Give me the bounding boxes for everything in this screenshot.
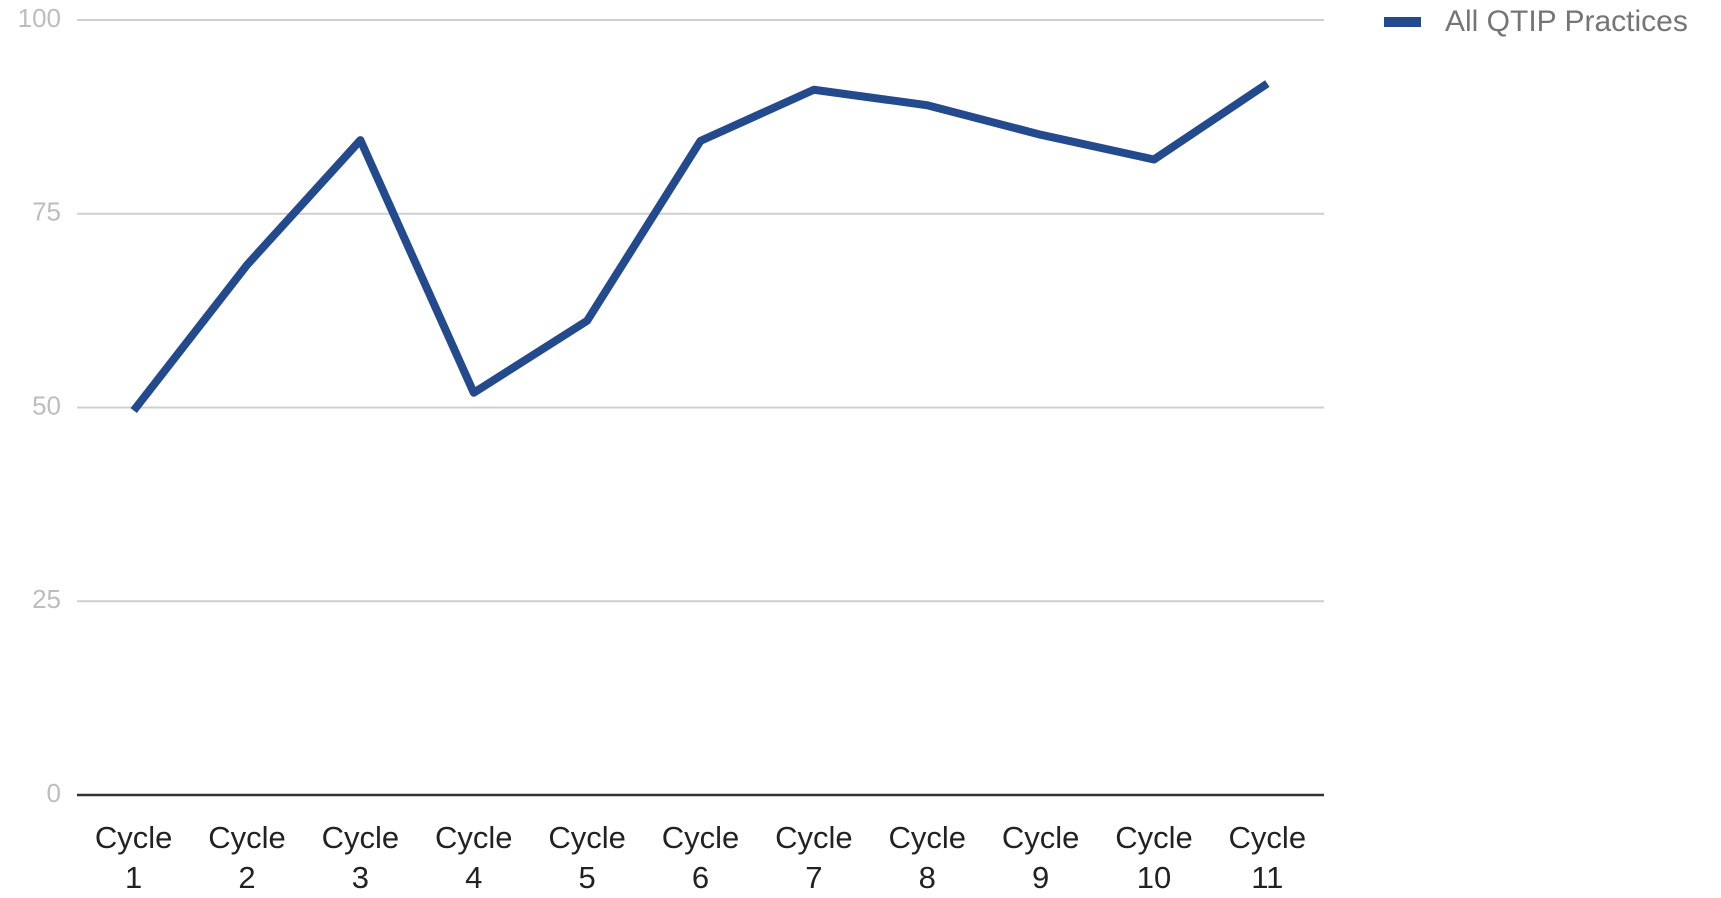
x-tick-label: Cycle 9 — [1001, 820, 1080, 895]
x-tick-label: Cycle 1 — [94, 820, 173, 895]
legend-swatch — [1384, 17, 1421, 27]
series-line — [130, 80, 1270, 414]
x-tick-label: Cycle 5 — [548, 820, 626, 895]
y-tick-label: 50 — [32, 390, 61, 420]
y-tick-label: 100 — [18, 3, 61, 33]
x-tick-label: Cycle 4 — [435, 820, 513, 895]
x-tick-label: Cycle 7 — [775, 820, 853, 895]
x-tick-label: Cycle 6 — [661, 820, 740, 895]
x-tick-label: Cycle 11 — [1228, 820, 1307, 895]
legend-label: All QTIP Practices — [1445, 5, 1688, 38]
x-tick-label: Cycle 8 — [888, 820, 966, 895]
y-tick-label: 75 — [32, 197, 61, 227]
x-tick-label: Cycle 10 — [1115, 820, 1193, 895]
y-tick-label: 0 — [47, 778, 61, 808]
y-tick-label: 25 — [32, 584, 61, 614]
x-tick-label: Cycle 3 — [321, 820, 400, 895]
x-tick-label: Cycle 2 — [208, 820, 286, 895]
